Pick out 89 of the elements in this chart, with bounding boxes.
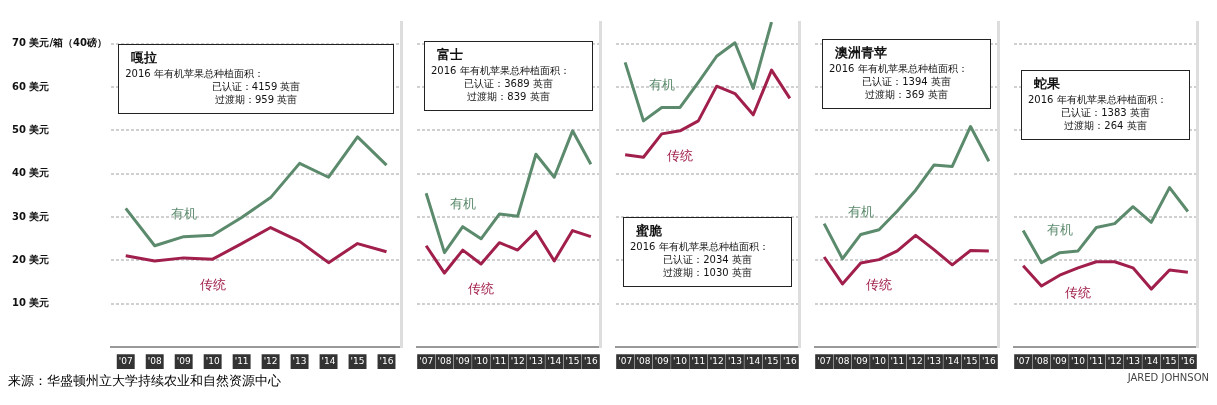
- annotation: 已认证：2034 英亩: [662, 253, 753, 267]
- x-tick-label: '08: [1034, 355, 1049, 366]
- info-box: 蜜脆 2016 年有机苹果总种植面积： 已认证：2034 英亩 过渡期：1030 英亩: [623, 217, 792, 288]
- series-label: 传统: [667, 148, 694, 164]
- x-tick-label: '09: [654, 355, 669, 366]
- x-tick-label: '11: [1089, 355, 1104, 366]
- x-tick-label: '12: [510, 355, 525, 366]
- x-tick-label: '10: [872, 355, 887, 366]
- y-tick-label: 40 美元: [12, 167, 50, 179]
- x-tick-label: '07: [419, 355, 434, 366]
- series-label: 传统: [866, 276, 893, 292]
- x-tick-label: '07: [618, 355, 633, 366]
- x-tick-label: '16: [782, 355, 798, 366]
- x-tick-label: '12: [709, 355, 724, 366]
- x-tick-label: '09: [176, 355, 191, 366]
- series-label: 传统: [199, 276, 226, 292]
- x-tick-label: '09: [853, 355, 868, 366]
- annotation: 过渡期：1030 英亩: [662, 266, 753, 280]
- annotation: 过渡期：839 英亩: [466, 90, 551, 104]
- x-tick-label: '08: [636, 355, 651, 366]
- x-tick-label: '15: [350, 355, 365, 366]
- source-note: 来源：华盛顿州立大学持续农业和自然资源中心: [8, 372, 281, 390]
- x-tick-label: '08: [147, 355, 162, 366]
- x-tick-label: '14: [547, 355, 562, 366]
- y-tick-label: 50 美元: [12, 123, 50, 135]
- series-label: 有机: [170, 206, 197, 222]
- x-tick-label: '15: [565, 355, 580, 366]
- y-tick-label: 70 美元/箱（40磅）: [12, 37, 107, 49]
- annotation: 过渡期：369 英亩: [864, 88, 949, 102]
- x-tick-label: '11: [691, 355, 706, 366]
- annotation: 已认证：1394 英亩: [861, 75, 952, 89]
- info-box: 嘎拉 2016 年有机苹果总种植面积： 已认证：4159 英亩 过渡期：959 英亩: [118, 44, 394, 115]
- annotation: 过渡期：264 英亩: [1063, 118, 1148, 132]
- info-box: 蛇果 2016 年有机苹果总种植面积： 已认证：1383 英亩 过渡期：264 英亩: [1021, 69, 1190, 140]
- annotation: 2016 年有机苹果总种植面积：: [829, 62, 969, 76]
- annotation: 已认证：4159 英亩: [210, 80, 302, 94]
- x-tick-label: '09: [455, 355, 470, 366]
- x-tick-label: '12: [263, 355, 278, 366]
- annotation: 2016 年有机苹果总种植面积：: [1028, 92, 1168, 106]
- series-label: 有机: [847, 203, 874, 219]
- x-tick-label: '14: [746, 355, 761, 366]
- x-tick-label: '08: [835, 355, 850, 366]
- x-tick-label: '11: [234, 355, 249, 366]
- x-tick-label: '10: [1071, 355, 1086, 366]
- series-label: 传统: [468, 281, 495, 297]
- x-tick-label: '07: [1016, 355, 1031, 366]
- y-tick-label: 10 美元: [12, 297, 50, 309]
- x-tick-label: '12: [908, 355, 923, 366]
- x-tick-label: '16: [583, 355, 599, 366]
- annotation: 2016 年有机苹果总种植面积：: [125, 67, 265, 81]
- annotation: 2016 年有机苹果总种植面积：: [630, 240, 770, 254]
- text: JARED JOHNSON: [1127, 372, 1209, 385]
- x-tick-label: '13: [528, 355, 543, 366]
- x-tick-label: '08: [437, 355, 452, 366]
- x-tick-label: '10: [673, 355, 688, 366]
- x-tick-label: '10: [474, 355, 489, 366]
- x-tick-label: '12: [1107, 355, 1122, 366]
- info-box: 富士 2016 年有机苹果总种植面积： 已认证：3689 英亩 过渡期：839 英亩: [424, 41, 593, 112]
- x-tick-label: '10: [205, 355, 220, 366]
- y-tick-label: 60 美元: [12, 80, 50, 92]
- annotation: 已认证：1383 英亩: [1060, 105, 1151, 119]
- series-label: 传统: [1065, 285, 1092, 301]
- x-tick-label: '16: [1180, 355, 1196, 366]
- x-tick-label: '16: [981, 355, 997, 366]
- x-tick-label: '11: [890, 355, 905, 366]
- x-tick-label: '07: [817, 355, 832, 366]
- x-tick-label: '14: [321, 355, 336, 366]
- x-tick-label: '13: [926, 355, 941, 366]
- annotation: 已认证：3689 英亩: [463, 77, 554, 91]
- x-tick-label: '15: [963, 355, 978, 366]
- series-label: 有机: [449, 196, 476, 212]
- annotation: 2016 年有机苹果总种植面积：: [431, 64, 571, 78]
- x-tick-label: '15: [764, 355, 779, 366]
- x-tick-label: '13: [727, 355, 742, 366]
- x-tick-label: '09: [1052, 355, 1067, 366]
- series-label: 有机: [1046, 222, 1073, 238]
- x-tick-label: '07: [118, 355, 133, 366]
- x-tick-label: '13: [292, 355, 307, 366]
- annotation: 过渡期：959 英亩: [214, 93, 299, 107]
- y-tick-label: 30 美元: [12, 210, 50, 222]
- series-label: 有机: [648, 76, 675, 92]
- x-tick-label: '11: [492, 355, 507, 366]
- info-box: 澳洲青苹 2016 年有机苹果总种植面积： 已认证：1394 英亩 过渡期：369 英亩: [822, 39, 991, 110]
- x-tick-label: '14: [1144, 355, 1159, 366]
- y-tick-label: 20 美元: [12, 254, 50, 266]
- x-tick-label: '13: [1125, 355, 1140, 366]
- x-tick-label: '16: [379, 355, 394, 366]
- x-tick-label: '14: [945, 355, 960, 366]
- x-tick-label: '15: [1162, 355, 1177, 366]
